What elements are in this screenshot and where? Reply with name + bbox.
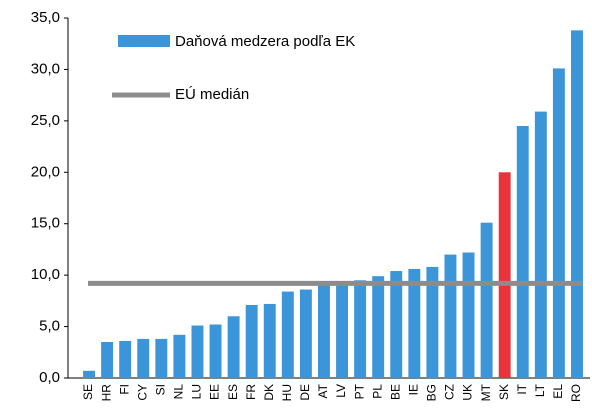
bar [444, 254, 457, 378]
y-tick-label: 15,0 [31, 215, 60, 232]
x-tick-label: ES [226, 384, 240, 400]
x-tick-label: UK [461, 384, 475, 401]
bar [191, 325, 204, 378]
bar [498, 172, 511, 378]
x-tick-label: SE [81, 384, 95, 400]
y-tick-label: 10,0 [31, 266, 60, 283]
legend-label: EÚ medián [175, 86, 249, 103]
x-tick-label: BG [425, 384, 439, 401]
x-tick-label: FR [244, 384, 258, 400]
x-tick-label: DE [298, 384, 312, 401]
x-tick-label: BE [388, 384, 402, 400]
x-tick-label: SK [497, 384, 511, 400]
bar [119, 340, 132, 378]
bar [390, 271, 403, 378]
x-tick-label: CY [135, 384, 149, 401]
x-tick-label: HU [280, 384, 294, 401]
x-tick-label: PT [352, 383, 366, 399]
x-tick-label: EE [208, 384, 222, 400]
y-tick-label: 35,0 [31, 9, 60, 26]
y-tick-label: 30,0 [31, 60, 60, 77]
bar [408, 268, 421, 378]
bar [354, 280, 367, 378]
x-tick-label: DK [262, 384, 276, 401]
bar [263, 303, 276, 378]
bar [534, 111, 547, 378]
x-tick-label: RO [569, 384, 583, 402]
x-tick-label: IT [515, 383, 529, 394]
y-tick-label: 5,0 [39, 318, 60, 335]
bar [426, 266, 439, 378]
bar [245, 304, 258, 378]
x-tick-label: CZ [443, 384, 457, 400]
bar [552, 68, 565, 379]
bar [516, 126, 529, 378]
y-tick-label: 0,0 [39, 369, 60, 386]
x-tick-label: SI [153, 384, 167, 395]
x-tick-label: PL [370, 384, 384, 399]
y-tick-label: 20,0 [31, 163, 60, 180]
bar [462, 252, 475, 378]
bar [480, 222, 493, 378]
bar [299, 289, 312, 378]
x-tick-label: LT [533, 383, 547, 397]
x-tick-label: NL [172, 384, 186, 400]
bar [173, 334, 186, 378]
bar [372, 276, 385, 378]
x-tick-label: HR [99, 384, 113, 402]
x-tick-label: IE [406, 384, 420, 395]
bar [571, 30, 583, 378]
legend-label: Daňová medzera podľa EK [175, 33, 355, 50]
y-tick-label: 25,0 [31, 112, 60, 129]
bar [336, 283, 348, 378]
x-tick-label: FI [117, 384, 131, 395]
bar [83, 370, 95, 378]
bar [137, 338, 150, 378]
x-tick-label: AT [316, 383, 330, 398]
bar [155, 338, 168, 378]
x-tick-label: MT [479, 383, 493, 401]
bar [281, 291, 294, 378]
legend-swatch [118, 35, 170, 47]
bar [209, 324, 222, 378]
x-tick-label: LV [334, 384, 348, 398]
bar [101, 342, 114, 378]
bar [227, 316, 240, 378]
x-tick-label: LU [190, 384, 204, 399]
bar [318, 283, 330, 378]
x-tick-label: EL [551, 384, 565, 399]
